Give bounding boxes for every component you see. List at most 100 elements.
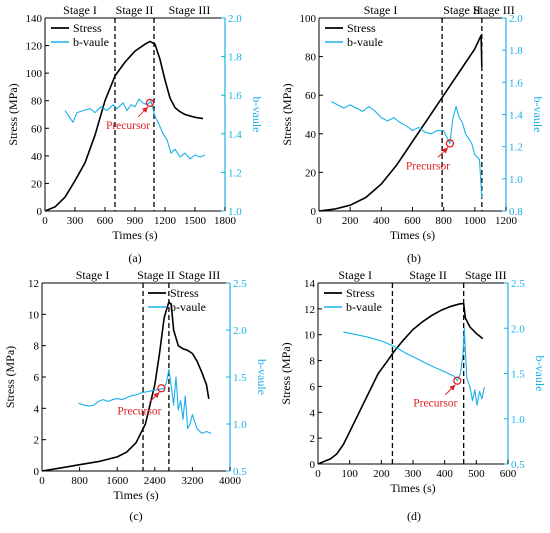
y-left-tick-label: 12 (304, 304, 315, 316)
stress-series-line (44, 40, 204, 212)
panel-label: (a) (128, 251, 141, 265)
y-right-tick-label: 1.4 (509, 110, 523, 122)
precursor-marker (453, 376, 462, 385)
stage-label: Stage I (338, 268, 372, 282)
x-tick-label: 0 (316, 215, 322, 227)
y-right-tick-label: 1.2 (228, 167, 242, 179)
y-left-tick-label: 2 (310, 433, 316, 445)
y-right-tick-label: 1.2 (509, 142, 523, 154)
y-right-tick-label: 1.8 (228, 52, 242, 64)
x-tick-label: 100 (341, 468, 358, 480)
b-value-series-line (78, 368, 212, 434)
precursor-marker (145, 98, 155, 108)
y-right-tick-label: 1.0 (233, 419, 247, 431)
precursor-arrowhead (449, 384, 456, 391)
x-tick-label: 2400 (144, 475, 167, 487)
x-tick-label: 1800 (214, 215, 237, 227)
y-left-tick-label: 60 (31, 123, 43, 135)
y-right-tick-label: 2.5 (233, 278, 247, 290)
precursor-marker (157, 384, 166, 393)
x-tick-label: 600 (500, 468, 517, 480)
x-tick-label: 3200 (181, 475, 204, 487)
y-left-axis-label: Stress (MPa) (280, 83, 294, 145)
y-left-tick-label: 140 (26, 13, 43, 25)
y-right-tick-label: 1.8 (509, 45, 523, 57)
y-left-tick-label: 0 (37, 206, 43, 218)
x-tick-label: 800 (435, 215, 452, 227)
chart-panel: 0 200 400 600 800 1000 1200 0 20 40 60 80 100 0.8 1.0 1… (280, 3, 545, 265)
chart-panel: 0 100 200 300 400 500 600 0 2 4 6 8 10 12 14 0.5 1.0 1.5 2… (279, 268, 547, 523)
y-right-tick-label: 0.5 (511, 459, 525, 471)
y-left-tick-label: 80 (31, 96, 43, 108)
y-left-tick-label: 14 (304, 278, 316, 290)
stage-label: Stage III (473, 3, 515, 17)
y-right-tick-label: 1.0 (228, 206, 242, 218)
y-right-axis-label: b-vaule (250, 97, 264, 133)
y-left-tick-label: 40 (305, 129, 317, 141)
panel-label: (d) (407, 509, 421, 523)
y-right-tick-label: 1.6 (228, 90, 242, 102)
x-tick-label: 1200 (154, 215, 177, 227)
y-left-tick-label: 100 (300, 13, 317, 25)
y-left-tick-label: 10 (28, 309, 40, 321)
y-left-tick-label: 80 (305, 52, 317, 64)
y-left-tick-label: 8 (310, 356, 316, 368)
x-tick-label: 0 (42, 215, 48, 227)
stage-label: Stage III (179, 268, 221, 282)
y-left-tick-label: 6 (310, 381, 316, 393)
x-axis-label: Times (s) (390, 228, 435, 242)
y-left-tick-label: 10 (304, 330, 316, 342)
legend-entry: b-vaule (347, 35, 383, 49)
y-left-tick-label: 0 (310, 459, 316, 471)
chart-panel: 0 300 600 900 1200 1500 1800 0 20 40 60 80 100 120 140… (6, 3, 264, 265)
stage-label: Stage II (409, 268, 447, 282)
x-tick-label: 0 (39, 475, 45, 487)
x-tick-label: 500 (468, 468, 485, 480)
b-value-series-line (64, 98, 206, 160)
stage-label: Stage II (137, 268, 175, 282)
legend-entry: b-vaule (346, 300, 382, 314)
y-right-tick-label: 1.0 (511, 414, 525, 426)
x-tick-label: 800 (71, 475, 88, 487)
precursor-label: Precursor (106, 120, 150, 132)
stage-label: Stage I (364, 3, 398, 17)
legend-entry: Stress (347, 21, 376, 35)
y-right-tick-label: 2.5 (511, 278, 525, 290)
precursor-arrowhead (441, 147, 448, 154)
precursor-label: Precursor (406, 160, 450, 172)
chart-panel: 0 800 1600 2400 3200 4000 0 2 4 6 8 10 12 0.5 1.0 1.5 2.… (3, 268, 269, 523)
y-left-tick-label: 100 (26, 68, 43, 80)
precursor-label: Precursor (117, 405, 161, 417)
x-axis-label: Times (s) (112, 228, 157, 242)
precursor-marker (445, 139, 455, 148)
stage-label: Stage II (443, 3, 481, 17)
y-left-tick-label: 120 (26, 41, 43, 53)
y-right-tick-label: 2.0 (233, 325, 247, 337)
x-tick-label: 600 (404, 215, 421, 227)
x-tick-label: 4000 (219, 475, 242, 487)
y-right-axis-label: b-vaule (255, 359, 269, 395)
b-value-series-line (331, 101, 483, 199)
y-right-tick-label: 1.5 (233, 372, 247, 384)
y-left-tick-label: 4 (310, 407, 316, 419)
x-tick-label: 1000 (464, 215, 487, 227)
x-axis-label: Times (s) (113, 488, 158, 502)
y-left-tick-label: 8 (34, 341, 40, 353)
y-left-axis-label: Stress (MPa) (3, 346, 17, 408)
x-tick-label: 0 (315, 468, 321, 480)
x-tick-label: 900 (127, 215, 144, 227)
y-right-tick-label: 2.0 (509, 13, 523, 25)
precursor-arrowhead (153, 392, 160, 399)
x-tick-label: 400 (373, 215, 390, 227)
stage-label: Stage III (465, 268, 507, 282)
stage-label: Stage II (116, 3, 154, 17)
y-left-axis-label: Stress (MPa) (6, 83, 20, 145)
x-tick-label: 1500 (184, 215, 207, 227)
y-right-tick-label: 2.0 (511, 323, 525, 335)
stage-label: Stage III (169, 3, 211, 17)
y-left-tick-label: 20 (31, 178, 43, 190)
legend-entry: Stress (346, 286, 375, 300)
stress-series-line (318, 34, 483, 212)
x-tick-label: 1600 (106, 475, 129, 487)
